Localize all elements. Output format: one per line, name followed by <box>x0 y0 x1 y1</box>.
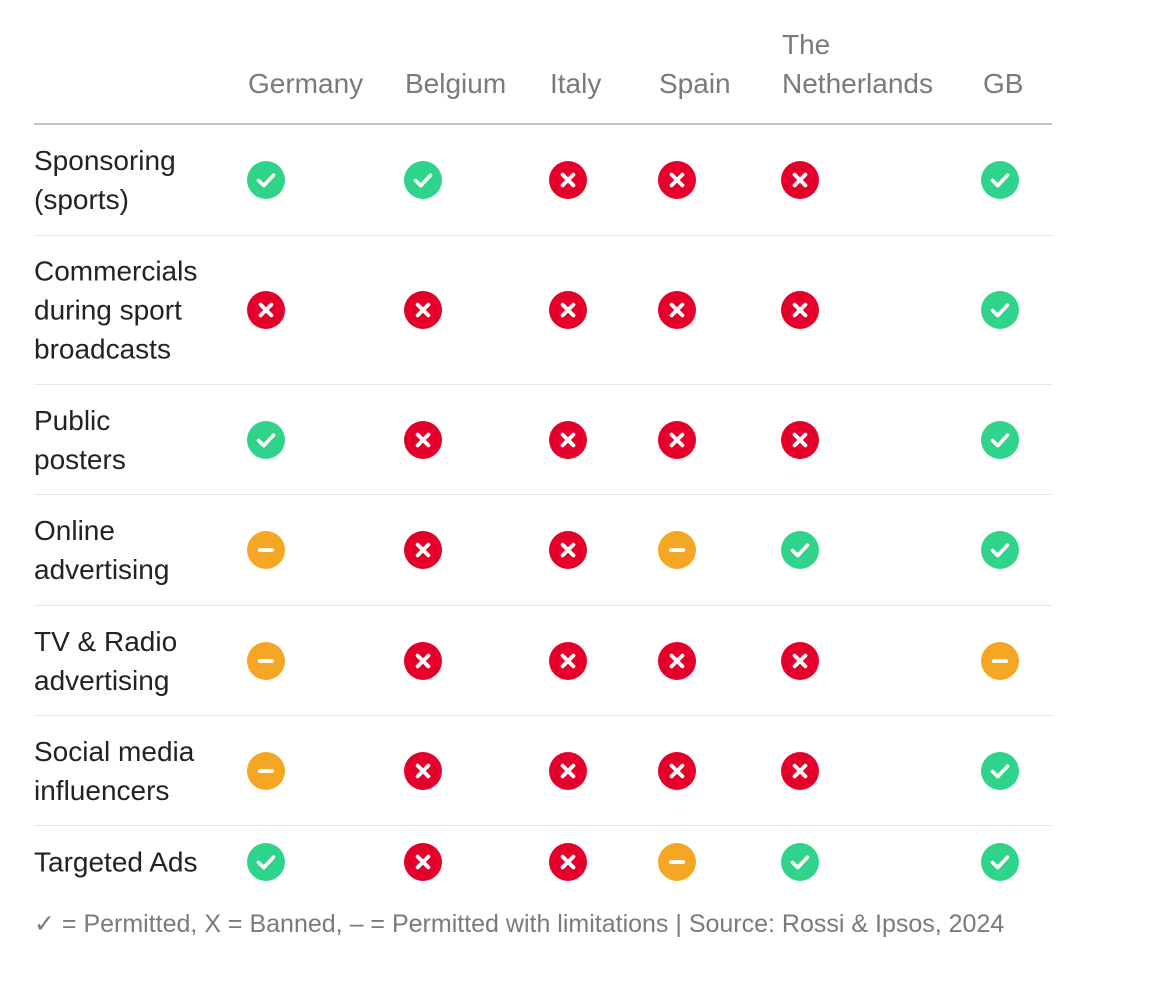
x-circle-icon <box>781 291 819 329</box>
x-circle-icon <box>549 420 587 459</box>
x-circle-icon <box>781 751 819 790</box>
table-row: Online advertising <box>34 495 1052 606</box>
column-header: The Netherlands <box>782 29 933 99</box>
table-row: Sponsoring (sports) <box>34 125 1052 236</box>
row-label: Online advertising <box>34 515 170 585</box>
row-label: Public posters <box>34 404 126 475</box>
x-circle-icon <box>404 291 442 329</box>
column-header: Germany <box>248 68 364 99</box>
x-circle-icon <box>549 751 587 790</box>
column-header: GB <box>983 68 1024 99</box>
row-label: TV & Radio advertising <box>34 625 178 696</box>
table-row: Targeted Ads <box>34 826 1052 898</box>
x-circle-icon <box>549 161 587 199</box>
check-circle-icon <box>981 751 1019 790</box>
regulation-table: Germany Belgium Italy Spain The Netherlands G… <box>34 0 1052 898</box>
x-circle-icon <box>781 641 819 680</box>
column-header: Spain <box>659 68 731 99</box>
x-circle-icon <box>404 641 442 680</box>
minus-circle-icon <box>247 641 285 680</box>
check-circle-icon <box>247 161 285 199</box>
row-label: Sponsoring (sports) <box>34 145 176 215</box>
table-row: TV & Radio advertising <box>34 606 1052 716</box>
x-circle-icon <box>781 161 819 199</box>
x-circle-icon <box>549 531 587 569</box>
x-circle-icon <box>781 420 819 459</box>
check-circle-icon <box>981 291 1019 329</box>
check-circle-icon <box>981 161 1019 199</box>
check-circle-icon <box>981 420 1019 459</box>
check-circle-icon <box>781 843 819 881</box>
x-circle-icon <box>549 843 587 881</box>
footnote: ✓ = Permitted, X = Banned, – = Permitted… <box>34 910 1005 938</box>
minus-circle-icon <box>247 751 285 790</box>
x-circle-icon <box>404 531 442 569</box>
x-circle-icon <box>549 291 587 329</box>
check-circle-icon <box>404 161 442 199</box>
row-label: Targeted Ads <box>34 846 198 878</box>
table-body: Sponsoring (sports) Commercials during sp… <box>34 125 1052 898</box>
x-circle-icon <box>549 641 587 680</box>
x-circle-icon <box>658 161 696 199</box>
column-header: Belgium <box>405 68 507 99</box>
minus-circle-icon <box>981 641 1019 680</box>
row-label: Social media influencers <box>34 735 195 806</box>
x-circle-icon <box>658 751 696 790</box>
check-circle-icon <box>981 843 1019 881</box>
x-circle-icon <box>404 843 442 881</box>
minus-circle-icon <box>658 843 696 881</box>
check-circle-icon <box>981 531 1019 569</box>
row-label: Commercials during sport broadcasts <box>34 255 198 365</box>
table-row: Social media influencers <box>34 716 1052 826</box>
check-circle-icon <box>247 420 285 459</box>
minus-circle-icon <box>247 531 285 569</box>
x-circle-icon <box>658 420 696 459</box>
x-circle-icon <box>658 291 696 329</box>
check-circle-icon <box>247 843 285 881</box>
column-header: Italy <box>550 68 602 99</box>
x-circle-icon <box>404 420 442 459</box>
table-row: Commercials during sport broadcasts <box>34 236 1052 385</box>
check-circle-icon <box>781 531 819 569</box>
column-header-row: Germany Belgium Italy Spain The Netherlands G… <box>34 0 1052 125</box>
x-circle-icon <box>658 641 696 680</box>
x-circle-icon <box>247 291 285 329</box>
table-row: Public posters <box>34 385 1052 495</box>
x-circle-icon <box>404 751 442 790</box>
minus-circle-icon <box>658 531 696 569</box>
